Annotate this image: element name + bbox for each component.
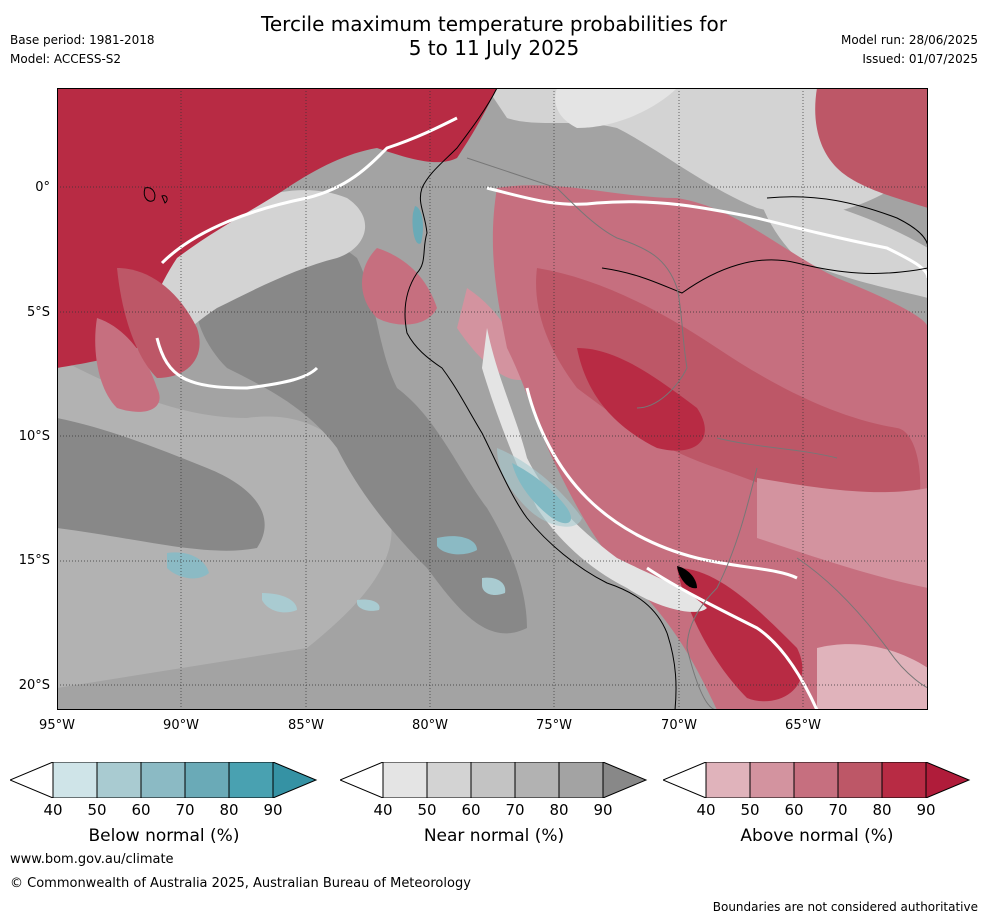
above-light-east <box>757 478 928 588</box>
lat-label-10s: 10°S <box>18 429 50 444</box>
near-normal-label: Near normal (%) <box>423 826 565 846</box>
lon-label-65w: 65°W <box>785 718 821 733</box>
colorbar-below <box>10 762 318 798</box>
below-normal-label: Below normal (%) <box>88 826 240 846</box>
below-tick-40: 40 <box>43 801 63 819</box>
above-pacific-mid <box>95 318 160 412</box>
below-ecuador-patch <box>412 206 423 244</box>
model-name: Model: ACCESS-S2 <box>10 52 122 66</box>
near-tick-50: 50 <box>417 801 437 819</box>
lat-label-20s: 20°S <box>18 678 50 693</box>
above-ecuador <box>362 248 437 325</box>
above-pacific-inner <box>117 268 200 378</box>
below-tick-90: 90 <box>263 801 283 819</box>
lon-label-80w: 80°W <box>412 718 448 733</box>
above-tick-90: 90 <box>916 801 936 819</box>
below-ocean-patch-1 <box>167 552 209 579</box>
below-tick-50: 50 <box>87 801 107 819</box>
colorbar-near <box>340 762 648 798</box>
above-tick-40: 40 <box>696 801 716 819</box>
above-tick-60: 60 <box>784 801 804 819</box>
colorbar-above <box>663 762 971 798</box>
below-tick-80: 80 <box>219 801 239 819</box>
below-peru-outer <box>497 448 582 527</box>
above-continent-inner <box>536 268 921 529</box>
coastline <box>404 88 677 710</box>
above-pacific-north <box>57 88 497 368</box>
title-line-2: 5 to 11 July 2025 <box>408 36 580 60</box>
map-title: Tercile maximum temperature probabilitie… <box>0 12 988 60</box>
country-borders <box>466 157 928 710</box>
probability-map <box>57 88 928 710</box>
above-light-south <box>817 644 928 710</box>
above-tick-80: 80 <box>872 801 892 819</box>
model-run: Model run: 28/06/2025 <box>840 33 978 47</box>
ocean-dark-gray-2 <box>57 418 265 551</box>
graticule <box>57 88 928 710</box>
near-tick-40: 40 <box>373 801 393 819</box>
near-tick-80: 80 <box>549 801 569 819</box>
amazon-river <box>601 196 928 294</box>
lat-label-15s: 15°S <box>18 553 50 568</box>
below-ocean-patch-3 <box>437 536 477 555</box>
below-ocean-patch-2 <box>262 593 297 613</box>
lon-label-85w: 85°W <box>288 718 324 733</box>
above-peru-coast <box>457 288 527 380</box>
lake-titicaca <box>677 566 697 589</box>
above-tick-70: 70 <box>828 801 848 819</box>
amazon-near-normal <box>757 188 928 298</box>
above-north-east <box>815 88 928 208</box>
base-period: Base period: 1981-2018 <box>10 33 155 47</box>
lon-label-75w: 75°W <box>536 718 572 733</box>
near-tick-60: 60 <box>461 801 481 819</box>
below-ocean-patch-5 <box>357 599 380 611</box>
north-near-light <box>555 88 677 128</box>
below-ocean-patch-4 <box>482 577 506 596</box>
below-tick-60: 60 <box>131 801 151 819</box>
lon-label-90w: 90°W <box>163 718 199 733</box>
above-bolivia-core <box>677 568 803 702</box>
near-tick-70: 70 <box>505 801 525 819</box>
issued-date: Issued: 01/07/2025 <box>862 52 978 66</box>
above-tick-50: 50 <box>740 801 760 819</box>
website-link[interactable]: www.bom.gov.au/climate <box>10 852 174 867</box>
title-line-1: Tercile maximum temperature probabilitie… <box>261 12 727 36</box>
above-continent-core <box>577 348 705 451</box>
above-normal-label: Above normal (%) <box>740 826 894 846</box>
lon-label-95w: 95°W <box>39 718 75 733</box>
near-tick-90: 90 <box>593 801 613 819</box>
lat-label-5s: 5°S <box>26 305 50 320</box>
below-tick-70: 70 <box>175 801 195 819</box>
threshold-contour-west <box>155 116 458 390</box>
copyright-notice: © Commonwealth of Australia 2025, Austra… <box>10 876 471 891</box>
lon-label-70w: 70°W <box>661 718 697 733</box>
galapagos-islands <box>143 187 168 204</box>
ocean-dark-gray <box>193 231 527 634</box>
threshold-contour-east <box>486 186 928 580</box>
lat-label-0: 0° <box>35 180 50 195</box>
boundaries-disclaimer: Boundaries are not considered authoritat… <box>712 900 978 914</box>
